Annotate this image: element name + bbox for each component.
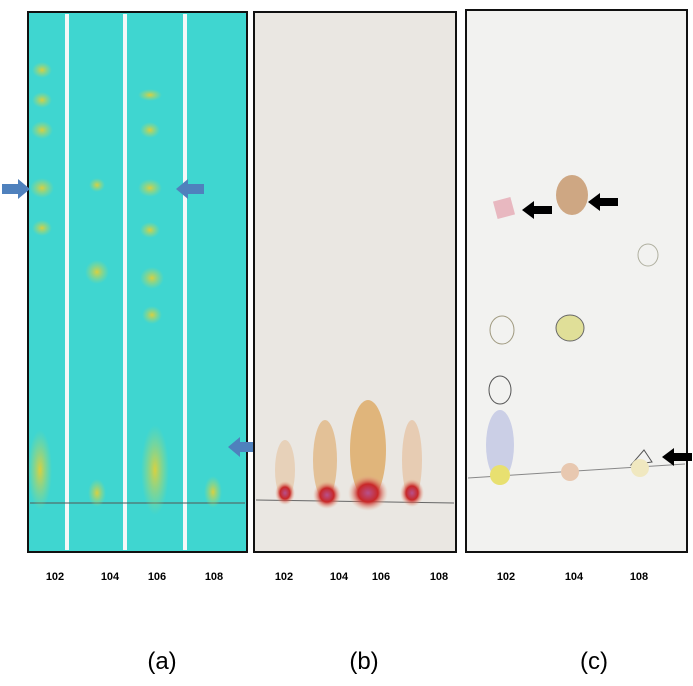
plate-c bbox=[465, 9, 692, 553]
lane-label: 102 bbox=[497, 571, 515, 583]
lane-label: 106 bbox=[372, 571, 390, 583]
panel-caption: (c) bbox=[580, 648, 608, 675]
panel-caption: (a) bbox=[147, 648, 176, 675]
panel-caption: (b) bbox=[349, 648, 378, 675]
lane-label: 108 bbox=[430, 571, 448, 583]
lane-label: 104 bbox=[101, 571, 120, 583]
plate-a bbox=[2, 11, 256, 553]
lane-label: 102 bbox=[46, 571, 64, 583]
lane-label: 102 bbox=[275, 571, 293, 583]
lane-label: 108 bbox=[205, 571, 223, 583]
plate-b bbox=[253, 11, 457, 553]
lane-label: 104 bbox=[330, 571, 349, 583]
lane-label: 108 bbox=[630, 571, 648, 583]
lane-label: 104 bbox=[565, 571, 584, 583]
lane-label: 106 bbox=[148, 571, 166, 583]
